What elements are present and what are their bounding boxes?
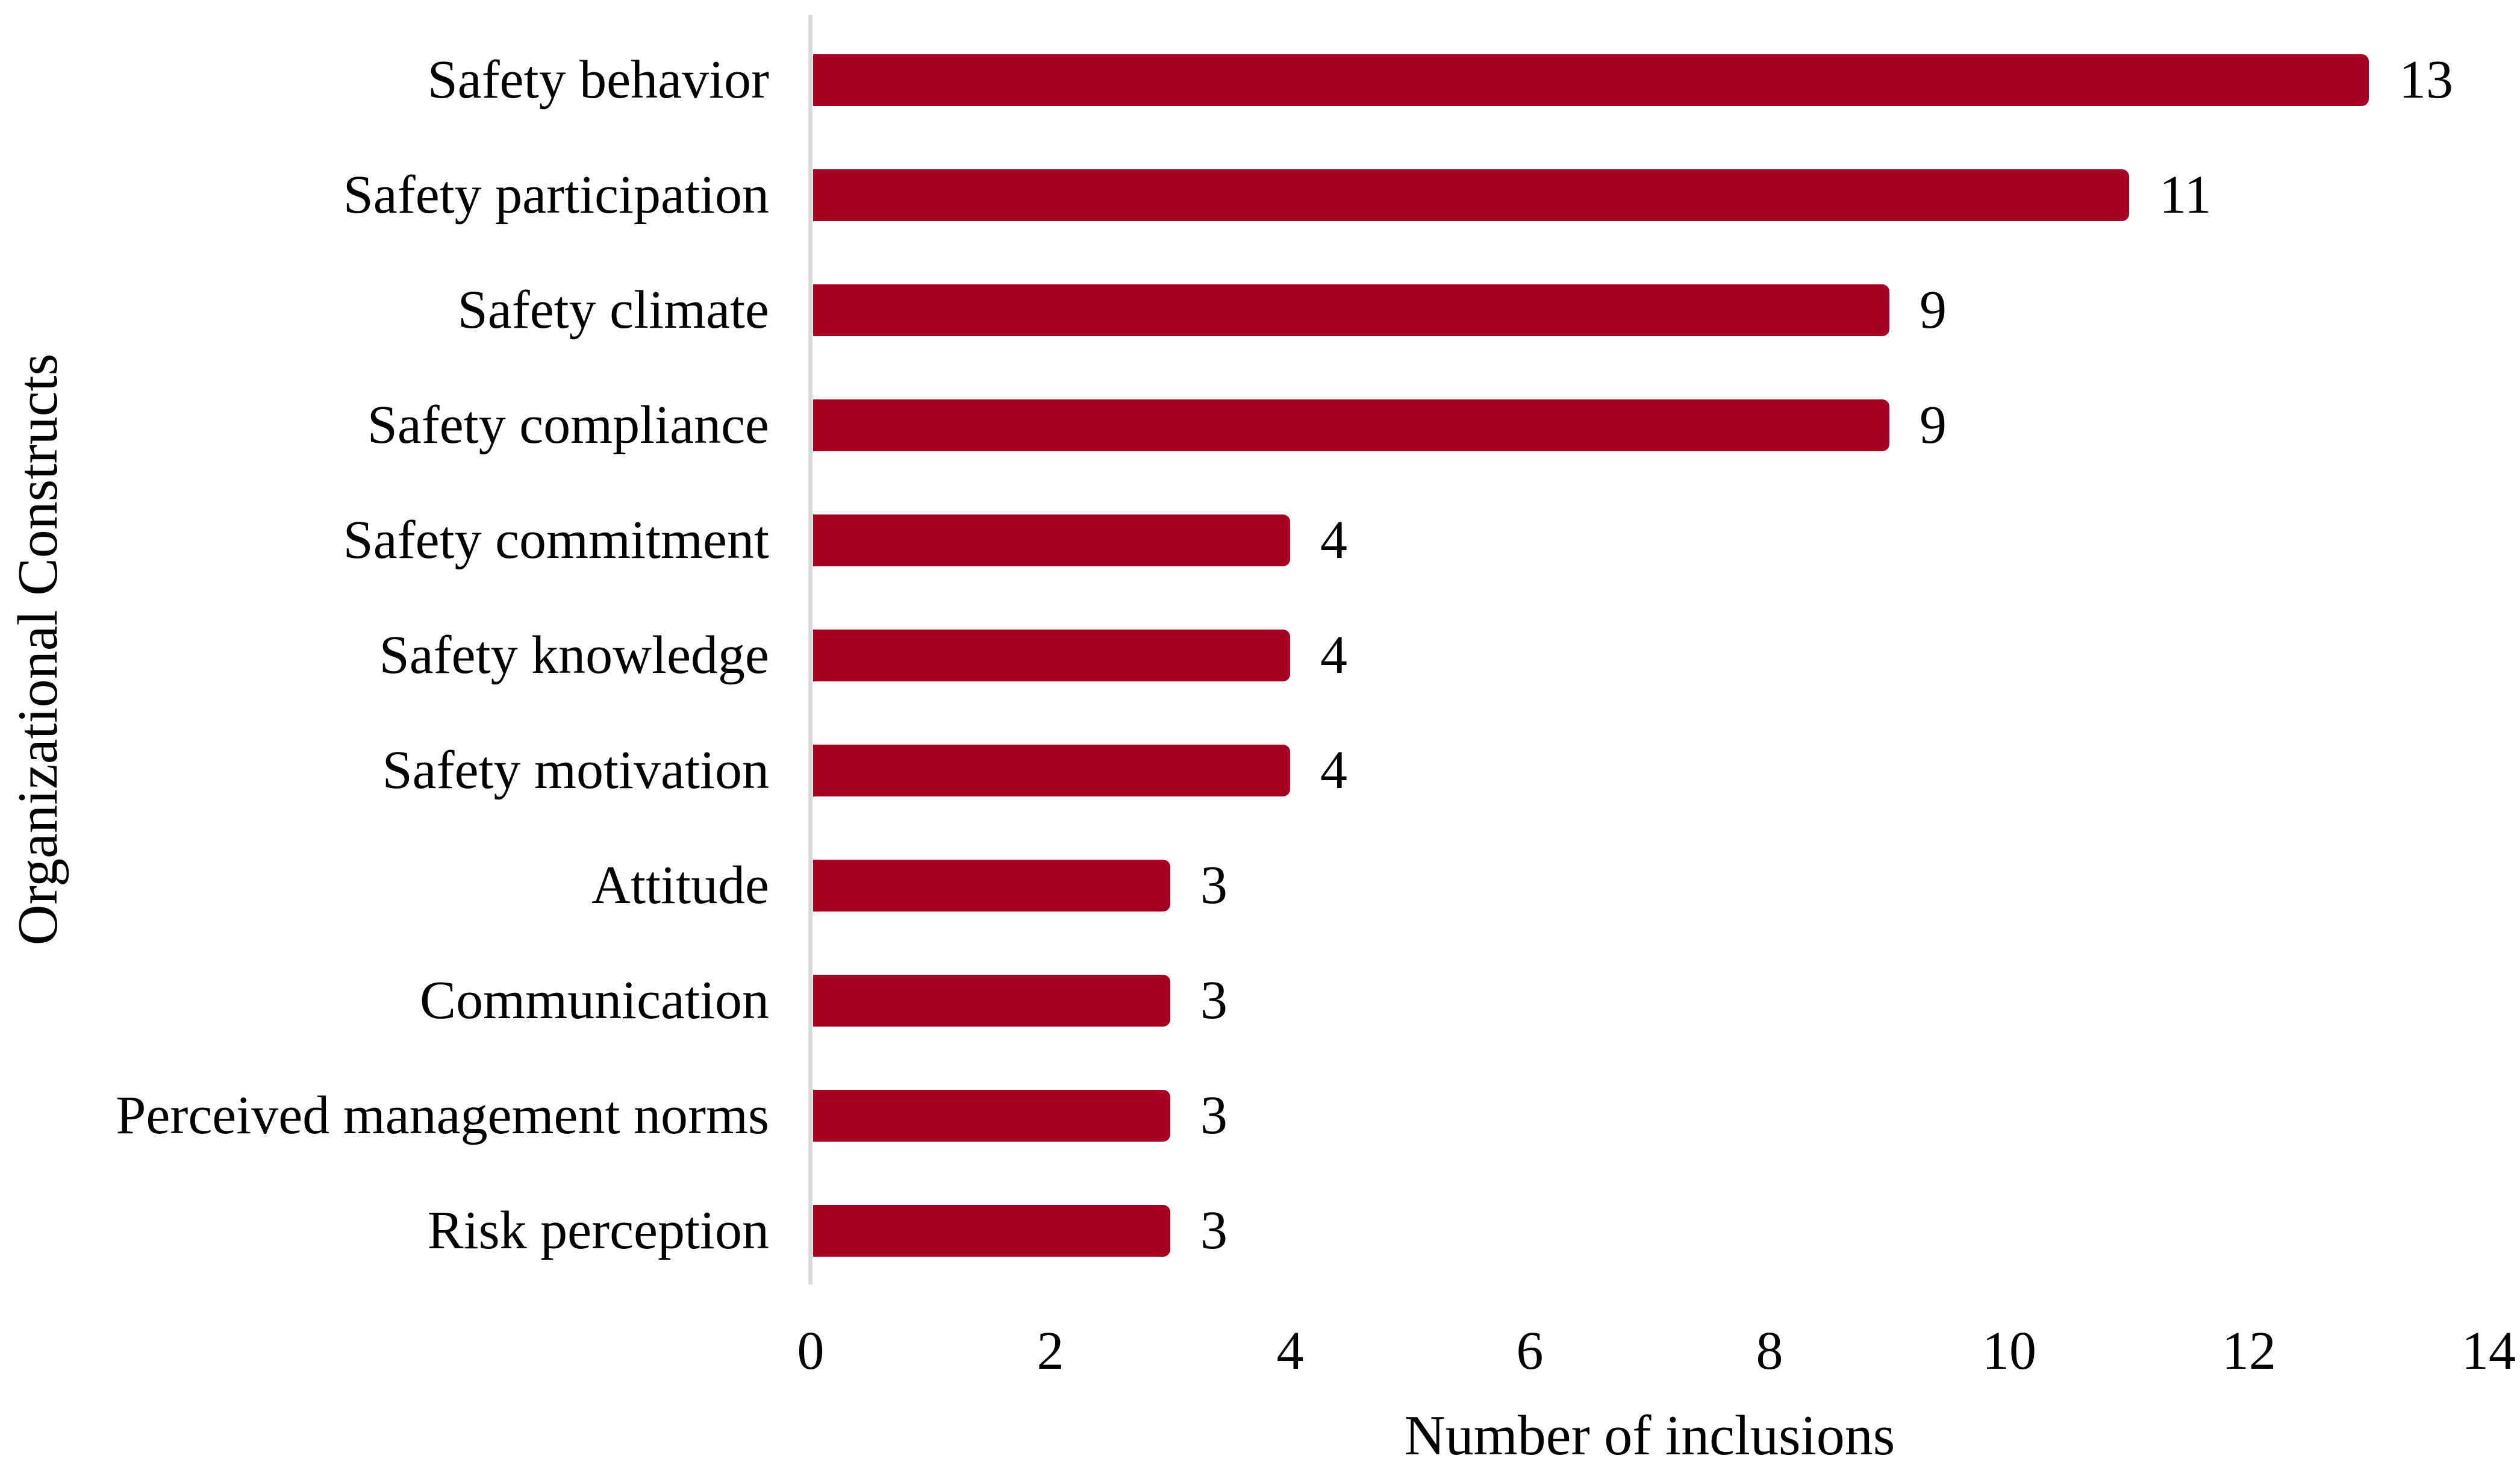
category-label: Safety participation: [343, 164, 769, 225]
category-label: Safety compliance: [367, 395, 769, 455]
category-label: Safety commitment: [343, 510, 769, 570]
bar: [813, 974, 1170, 1027]
value-label: 3: [1200, 1200, 1227, 1260]
value-label: 4: [1320, 510, 1347, 570]
bar: [813, 859, 1170, 912]
x-tick-label: 14: [2462, 1321, 2516, 1381]
x-tick-label: 2: [1037, 1321, 1064, 1381]
category-label: Safety climate: [457, 280, 769, 340]
bar: [813, 744, 1290, 796]
bar: [813, 514, 1290, 566]
bar: [813, 169, 2129, 221]
value-label: 3: [1200, 970, 1227, 1030]
value-label: 4: [1320, 625, 1347, 685]
category-label: Safety knowledge: [379, 625, 769, 685]
x-tick-label: 4: [1276, 1321, 1304, 1381]
bar: [813, 1089, 1170, 1142]
value-label: 11: [2159, 164, 2212, 225]
y-axis-title: Organizational Constructs: [7, 353, 69, 946]
x-axis-title: Number of inclusions: [1404, 1404, 1895, 1467]
y-axis-line: [808, 15, 812, 1284]
value-label: 13: [2399, 49, 2453, 110]
value-label: 9: [1920, 395, 1947, 455]
category-label: Risk perception: [427, 1200, 769, 1260]
value-label: 3: [1200, 855, 1227, 915]
category-label: Safety behavior: [427, 49, 769, 110]
bar: [813, 284, 1889, 336]
category-label: Communication: [420, 970, 769, 1030]
category-label: Perceived management norms: [116, 1085, 769, 1145]
value-label: 9: [1920, 280, 1947, 340]
value-label: 3: [1200, 1085, 1227, 1145]
bar: [813, 54, 2369, 106]
value-label: 4: [1320, 740, 1347, 800]
x-tick-label: 8: [1756, 1321, 1783, 1381]
bar: [813, 629, 1290, 681]
x-tick-label: 6: [1516, 1321, 1544, 1381]
x-tick-label: 0: [797, 1321, 825, 1381]
category-label: Attitude: [591, 855, 769, 915]
x-tick-label: 10: [1982, 1321, 2036, 1381]
x-tick-label: 12: [2222, 1321, 2276, 1381]
bar: [813, 1204, 1170, 1257]
category-label: Safety motivation: [382, 740, 769, 800]
bar: [813, 399, 1889, 451]
